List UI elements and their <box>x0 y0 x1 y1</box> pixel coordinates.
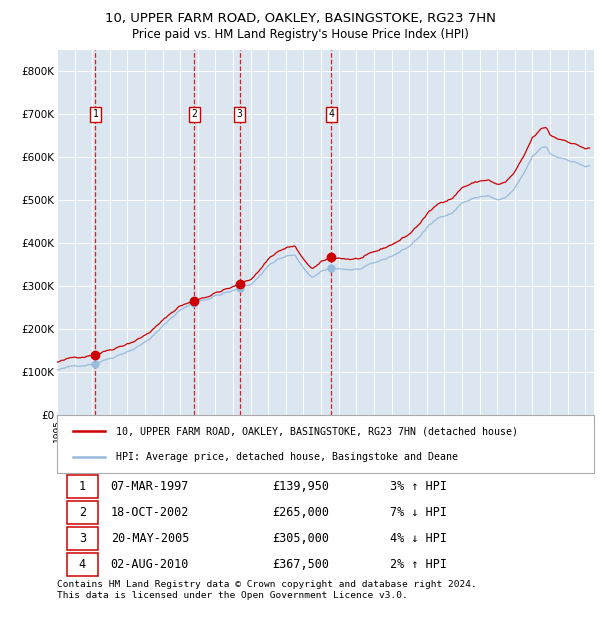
Text: 20-MAY-2005: 20-MAY-2005 <box>111 532 189 545</box>
Text: 4% ↓ HPI: 4% ↓ HPI <box>390 532 447 545</box>
Text: 2% ↑ HPI: 2% ↑ HPI <box>390 559 447 572</box>
Text: Contains HM Land Registry data © Crown copyright and database right 2024.
This d: Contains HM Land Registry data © Crown c… <box>57 580 477 600</box>
Text: 3% ↑ HPI: 3% ↑ HPI <box>390 480 447 493</box>
Text: 18-OCT-2002: 18-OCT-2002 <box>111 506 189 519</box>
FancyBboxPatch shape <box>67 501 98 524</box>
Text: HPI: Average price, detached house, Basingstoke and Deane: HPI: Average price, detached house, Basi… <box>116 452 458 462</box>
Text: £305,000: £305,000 <box>272 532 329 545</box>
FancyBboxPatch shape <box>67 527 98 550</box>
Text: 1: 1 <box>79 480 86 493</box>
Text: £265,000: £265,000 <box>272 506 329 519</box>
Text: 4: 4 <box>328 109 334 120</box>
Text: 07-MAR-1997: 07-MAR-1997 <box>111 480 189 493</box>
Text: £367,500: £367,500 <box>272 559 329 572</box>
FancyBboxPatch shape <box>67 474 98 498</box>
Text: 02-AUG-2010: 02-AUG-2010 <box>111 559 189 572</box>
Text: 4: 4 <box>79 559 86 572</box>
FancyBboxPatch shape <box>57 415 594 473</box>
Text: 1: 1 <box>92 109 98 120</box>
Text: 3: 3 <box>79 532 86 545</box>
Text: 10, UPPER FARM ROAD, OAKLEY, BASINGSTOKE, RG23 7HN (detached house): 10, UPPER FARM ROAD, OAKLEY, BASINGSTOKE… <box>116 426 518 436</box>
Text: 10, UPPER FARM ROAD, OAKLEY, BASINGSTOKE, RG23 7HN: 10, UPPER FARM ROAD, OAKLEY, BASINGSTOKE… <box>104 12 496 25</box>
Text: 2: 2 <box>79 506 86 519</box>
FancyBboxPatch shape <box>67 553 98 577</box>
Text: 2: 2 <box>191 109 197 120</box>
Text: Price paid vs. HM Land Registry's House Price Index (HPI): Price paid vs. HM Land Registry's House … <box>131 28 469 41</box>
Text: 7% ↓ HPI: 7% ↓ HPI <box>390 506 447 519</box>
Text: 3: 3 <box>237 109 242 120</box>
Text: £139,950: £139,950 <box>272 480 329 493</box>
